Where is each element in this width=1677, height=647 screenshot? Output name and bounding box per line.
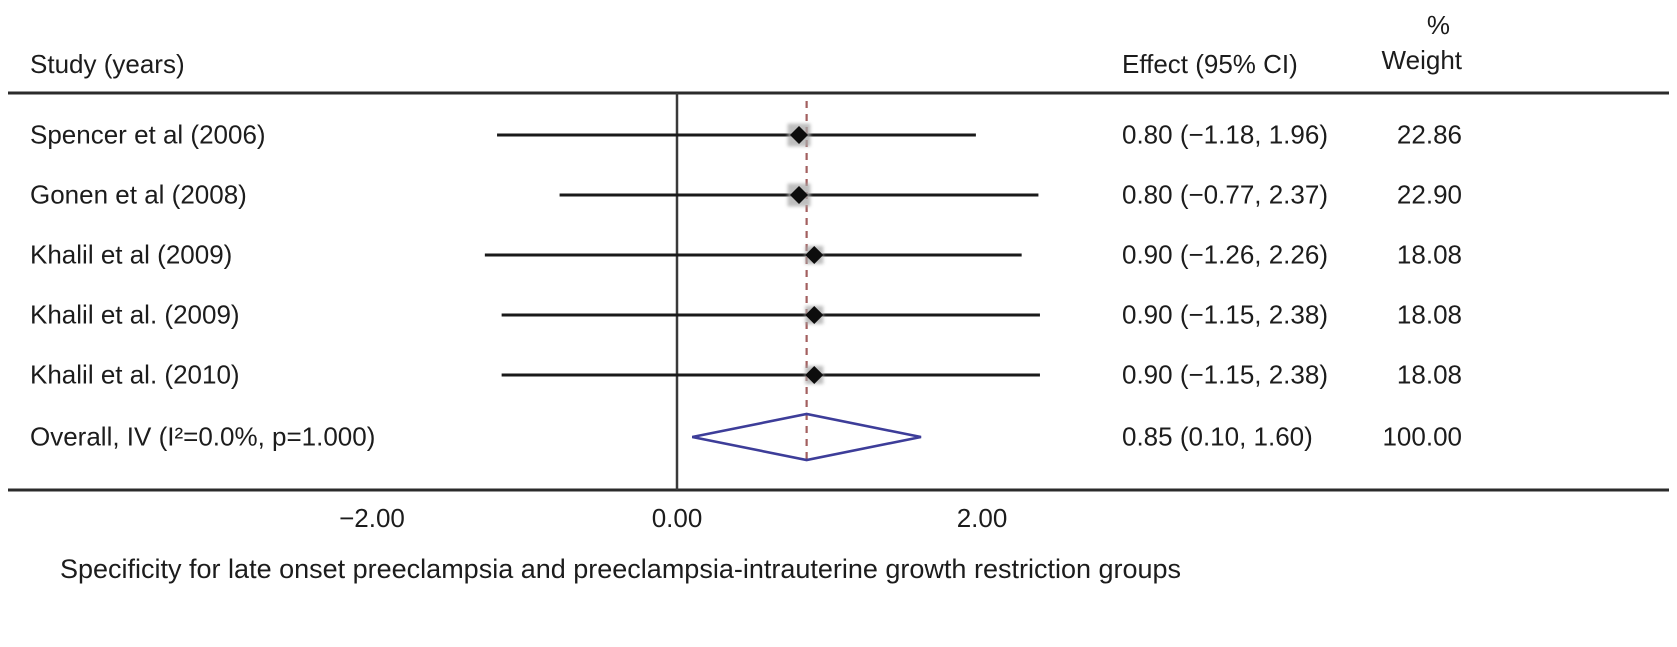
study-label: Gonen et al (2008)	[30, 179, 247, 210]
effect-ci-value: 0.80 (−0.77, 2.37)	[1122, 179, 1328, 210]
point-marker	[805, 366, 824, 384]
effect-ci-value: 0.90 (−1.26, 2.26)	[1122, 239, 1328, 270]
weight-value: 18.08	[1396, 299, 1462, 330]
effect-ci-value: 0.80 (−1.18, 1.96)	[1122, 119, 1328, 150]
overall-effect-ci-value: 0.85 (0.10, 1.60)	[1122, 421, 1313, 452]
x-tick-label: 0.00	[651, 503, 703, 533]
weight-value: 22.90	[1396, 179, 1462, 210]
weight-header-label: Weight	[1381, 45, 1462, 75]
point-marker	[790, 186, 808, 204]
column-header-effect: Effect (95% CI)	[1122, 49, 1298, 79]
column-header-study: Study (years)	[30, 49, 185, 79]
x-axis-caption: Specificity for late onset preeclampsia …	[60, 554, 1182, 584]
study-label: Khalil et al (2009)	[30, 239, 233, 270]
percent-symbol: %	[1426, 10, 1450, 40]
x-tick-label: 2.00	[956, 503, 1008, 533]
study-label: Khalil et al. (2009)	[30, 299, 240, 330]
effect-ci-value: 0.90 (−1.15, 2.38)	[1122, 359, 1328, 390]
weight-value: 18.08	[1396, 239, 1462, 270]
study-label: Spencer et al (2006)	[30, 119, 266, 150]
study-label: Khalil et al. (2010)	[30, 359, 240, 390]
overall-diamond	[691, 412, 922, 462]
overall-weight-value: 100.00	[1382, 421, 1462, 452]
column-header-weight: % Weight	[1310, 8, 1462, 78]
weight-value: 18.08	[1396, 359, 1462, 390]
effect-ci-value: 0.90 (−1.15, 2.38)	[1122, 299, 1328, 330]
point-marker	[805, 246, 824, 264]
overall-label: Overall, IV (I²=0.0%, p=1.000)	[30, 421, 376, 452]
x-tick-label: −2.00	[339, 503, 405, 533]
point-marker	[805, 306, 824, 324]
weight-value: 22.86	[1396, 119, 1462, 150]
point-marker	[790, 126, 808, 144]
